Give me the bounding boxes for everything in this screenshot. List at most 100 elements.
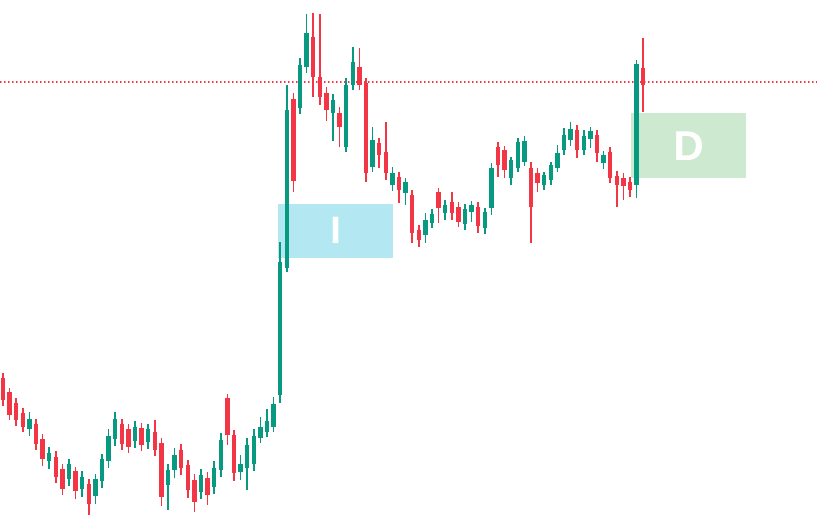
candle-body bbox=[568, 129, 573, 140]
candle-body bbox=[462, 209, 468, 224]
candle-body bbox=[574, 130, 580, 150]
candle-wick bbox=[622, 173, 625, 200]
candle-body bbox=[178, 450, 184, 468]
candle-body bbox=[46, 453, 52, 461]
candle-body bbox=[132, 427, 138, 441]
candle-body bbox=[218, 440, 224, 470]
candle-body bbox=[508, 160, 514, 178]
candle-body bbox=[33, 424, 39, 444]
candle-wick bbox=[167, 464, 169, 510]
candle-body bbox=[159, 443, 164, 497]
zone-box-d[interactable]: D bbox=[631, 113, 746, 178]
candle-body bbox=[489, 168, 494, 208]
candle-body bbox=[482, 212, 488, 228]
candle-body bbox=[205, 478, 210, 495]
candle-body bbox=[548, 165, 554, 180]
candle-body bbox=[541, 175, 547, 185]
candle-wick bbox=[338, 107, 341, 147]
candle-body bbox=[40, 439, 45, 459]
candle-body bbox=[238, 464, 243, 472]
candle-body bbox=[79, 477, 85, 489]
candle-body bbox=[528, 168, 534, 207]
candle-body bbox=[291, 99, 296, 181]
candle-body bbox=[310, 37, 316, 77]
candle-body bbox=[258, 427, 263, 438]
candle-body bbox=[469, 205, 474, 212]
candle-body bbox=[277, 262, 283, 395]
candle-body bbox=[251, 436, 257, 464]
candle-body bbox=[409, 195, 415, 233]
candle-body bbox=[436, 192, 441, 208]
candle-body bbox=[442, 205, 448, 213]
candle-body bbox=[225, 398, 230, 435]
candle-body bbox=[60, 469, 65, 489]
zone-label-d: D bbox=[673, 121, 704, 169]
candle-body bbox=[145, 429, 151, 442]
candle-body bbox=[73, 471, 78, 491]
candle-body bbox=[363, 83, 369, 173]
candle-body bbox=[27, 419, 32, 429]
candle-body bbox=[93, 479, 98, 496]
candle-body bbox=[449, 202, 455, 213]
candle-body bbox=[475, 207, 481, 226]
candle-body bbox=[271, 404, 276, 427]
candle-body bbox=[416, 230, 422, 240]
candle-body bbox=[634, 64, 639, 185]
candle-body bbox=[515, 142, 521, 168]
candle-body bbox=[66, 464, 72, 479]
candle-body bbox=[357, 67, 362, 85]
candle-body bbox=[139, 428, 144, 445]
dotted-reference-line[interactable] bbox=[0, 81, 817, 83]
candle-wick bbox=[332, 94, 334, 141]
candle-body bbox=[502, 150, 507, 170]
candle-body bbox=[324, 93, 329, 110]
candle-body bbox=[561, 135, 567, 150]
candle-body bbox=[112, 419, 118, 439]
candle-body bbox=[152, 432, 158, 450]
candle-body bbox=[456, 207, 461, 222]
candle-body bbox=[396, 177, 402, 190]
candle-body bbox=[370, 140, 375, 167]
candle-body bbox=[429, 214, 435, 223]
candle-body bbox=[172, 455, 177, 470]
candle-body bbox=[20, 413, 26, 427]
candle-body bbox=[86, 484, 92, 504]
candle-body bbox=[211, 468, 217, 487]
candle-body bbox=[522, 141, 527, 162]
candle-body bbox=[555, 153, 560, 168]
candle-body bbox=[383, 152, 389, 173]
candle-body bbox=[390, 173, 395, 185]
candle-body bbox=[601, 155, 606, 163]
candle-body bbox=[621, 178, 626, 186]
candle-body bbox=[198, 475, 204, 492]
candle-body bbox=[99, 459, 105, 481]
zone-box-i[interactable]: I bbox=[278, 204, 393, 258]
candle-wick bbox=[319, 14, 321, 105]
candle-body bbox=[423, 220, 428, 235]
candle-body bbox=[614, 176, 620, 185]
candle-body bbox=[330, 100, 336, 113]
candle-body bbox=[343, 85, 349, 147]
candle-body bbox=[53, 457, 59, 477]
candle-body bbox=[106, 436, 111, 461]
candle-body bbox=[119, 424, 125, 444]
candle-wick bbox=[385, 122, 387, 180]
candle-body bbox=[640, 68, 646, 85]
candle-body bbox=[165, 470, 171, 485]
candle-body bbox=[317, 77, 323, 97]
candle-body bbox=[581, 136, 587, 150]
candle-body bbox=[231, 435, 237, 473]
candle-body bbox=[284, 110, 290, 268]
candle-body bbox=[297, 65, 303, 108]
candle-body bbox=[403, 182, 408, 193]
candle-body bbox=[185, 465, 191, 490]
candle-body bbox=[350, 62, 356, 85]
candle-body bbox=[376, 143, 382, 155]
candle-body bbox=[0, 378, 6, 400]
candle-body bbox=[607, 152, 613, 178]
candle-body bbox=[594, 135, 600, 153]
candle-body bbox=[495, 147, 501, 165]
candle-body bbox=[244, 445, 250, 468]
zone-label-i: I bbox=[330, 210, 341, 252]
